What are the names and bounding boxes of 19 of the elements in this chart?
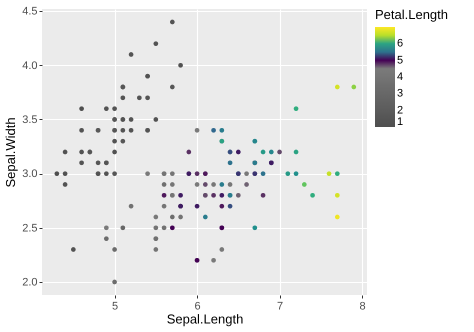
color-bar-label: 5 xyxy=(397,54,404,66)
x-tick-label: 5 xyxy=(112,300,118,312)
y-axis-title: Sepal.Width xyxy=(3,117,18,188)
x-tick-label: 7 xyxy=(277,300,284,312)
color-bar-title: Petal.Length xyxy=(375,7,448,22)
x-tick-label: 6 xyxy=(194,300,201,312)
color-bar-label: 6 xyxy=(397,38,404,50)
color-bar-label: 2 xyxy=(397,104,404,116)
y-tick-label: 3.0 xyxy=(22,168,38,180)
color-bar-label: 1 xyxy=(397,116,404,128)
y-tick-label: 3.5 xyxy=(22,114,38,126)
x-axis-title: Sepal.Length xyxy=(166,312,244,326)
y-tick-label: 4.5 xyxy=(22,6,38,18)
color-bar-label: 3 xyxy=(397,88,404,100)
y-tick-label: 2.0 xyxy=(22,276,38,288)
y-tick-label: 2.5 xyxy=(22,222,38,234)
y-tick-label: 4.0 xyxy=(22,60,38,72)
x-tick-label: 8 xyxy=(359,300,366,312)
color-bar-label: 4 xyxy=(397,71,404,83)
